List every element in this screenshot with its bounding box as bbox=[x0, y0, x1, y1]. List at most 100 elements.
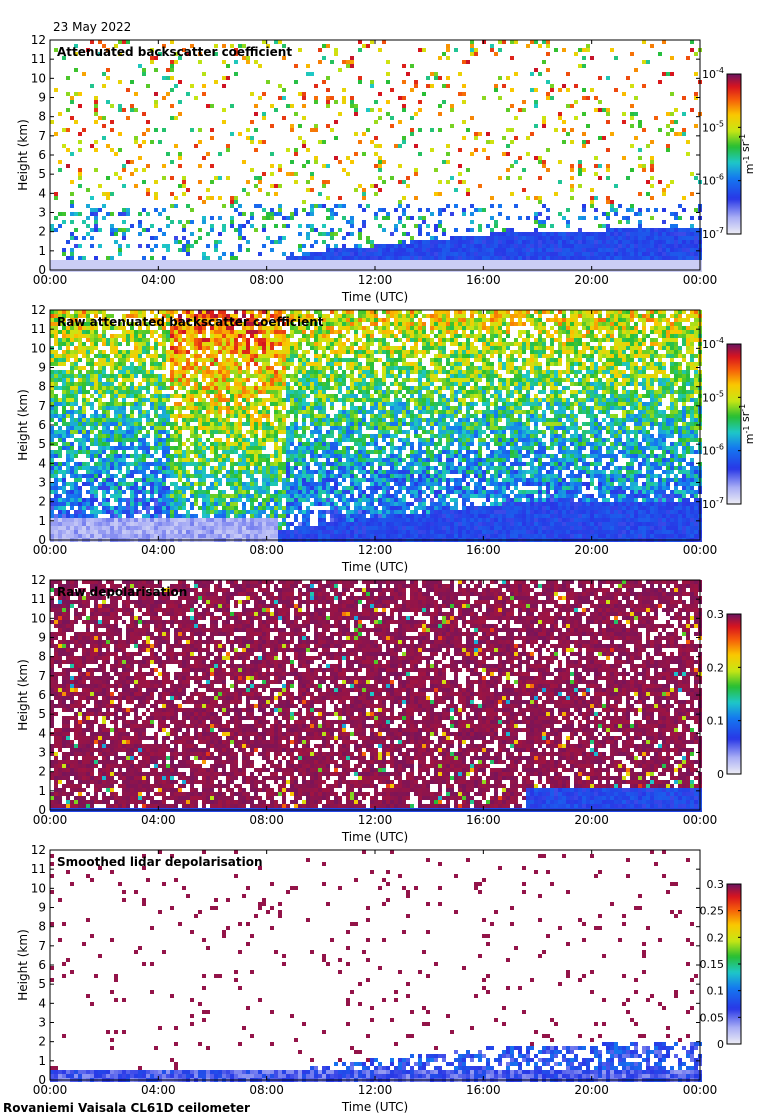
colorbar-swatch bbox=[727, 648, 741, 651]
colorbar-swatch bbox=[727, 368, 741, 371]
colorbar-swatch bbox=[727, 738, 741, 741]
y-axis-label: Height (km) bbox=[16, 659, 30, 730]
colorbar-frame bbox=[726, 613, 742, 775]
y-tick-label: 10 bbox=[31, 611, 46, 625]
colorbar-swatch bbox=[727, 896, 741, 899]
colorbar-swatch bbox=[727, 932, 741, 935]
colorbar-swatch bbox=[727, 752, 741, 755]
x-tick-label: 12:00 bbox=[358, 273, 393, 287]
colorbar-swatch bbox=[727, 118, 741, 121]
colorbar-swatch bbox=[727, 1038, 741, 1041]
x-tick-label: 08:00 bbox=[249, 543, 284, 557]
colorbar-swatch bbox=[727, 1040, 741, 1043]
y-tick-label: 4 bbox=[38, 456, 46, 470]
colorbar-swatch bbox=[727, 410, 741, 413]
x-tick-label: 00:00 bbox=[683, 813, 718, 827]
colorbar-swatch bbox=[727, 438, 741, 441]
colorbar-swatch bbox=[727, 452, 741, 455]
colorbar-swatch bbox=[727, 962, 741, 965]
colorbar-swatch bbox=[727, 408, 741, 411]
colorbar-swatch bbox=[727, 988, 741, 991]
colorbar-swatch bbox=[727, 492, 741, 495]
colorbar-swatch bbox=[727, 158, 741, 161]
colorbar-swatch bbox=[727, 208, 741, 211]
colorbar-swatch bbox=[727, 356, 741, 359]
colorbar-swatch bbox=[727, 386, 741, 389]
y-tick-label: 9 bbox=[38, 91, 46, 105]
colorbar-swatch bbox=[727, 942, 741, 945]
colorbar-swatch bbox=[727, 982, 741, 985]
colorbar-swatch bbox=[727, 110, 741, 113]
y-tick-label: 9 bbox=[38, 901, 46, 915]
colorbar-swatch bbox=[727, 352, 741, 355]
colorbar-swatch bbox=[727, 172, 741, 175]
colorbar-swatch bbox=[727, 1004, 741, 1007]
colorbar-swatch bbox=[727, 1028, 741, 1031]
colorbar-swatch bbox=[727, 720, 741, 723]
colorbar-swatch bbox=[727, 684, 741, 687]
colorbar-swatch bbox=[727, 456, 741, 459]
colorbar-swatch bbox=[727, 398, 741, 401]
colorbar-swatch bbox=[727, 1026, 741, 1029]
colorbar-swatch bbox=[727, 940, 741, 943]
panel-title: Raw attenuated backscatter coefficient bbox=[57, 315, 324, 329]
colorbar-swatch bbox=[727, 750, 741, 753]
colorbar-swatch bbox=[727, 96, 741, 99]
colorbar-swatch bbox=[727, 656, 741, 659]
panel-title: Raw depolarisation bbox=[57, 585, 187, 599]
x-tick-label: 04:00 bbox=[141, 543, 176, 557]
colorbar-swatch bbox=[727, 378, 741, 381]
colorbar-swatch bbox=[727, 680, 741, 683]
x-axis-label: Time (UTC) bbox=[341, 1100, 408, 1114]
colorbar-swatch bbox=[727, 758, 741, 761]
colorbar-swatch bbox=[727, 80, 741, 83]
y-tick-label: 7 bbox=[38, 669, 46, 683]
colorbar-swatch bbox=[727, 442, 741, 445]
x-tick-label: 04:00 bbox=[141, 273, 176, 287]
x-tick-label: 20:00 bbox=[574, 273, 609, 287]
colorbar-unit-label: m-1 sr-1 bbox=[738, 404, 756, 444]
colorbar-swatch bbox=[727, 744, 741, 747]
colorbar-swatch bbox=[727, 476, 741, 479]
colorbar-swatch bbox=[727, 194, 741, 197]
colorbar-swatch bbox=[727, 360, 741, 363]
colorbar-swatch bbox=[727, 948, 741, 951]
colorbar-swatch bbox=[727, 380, 741, 383]
x-tick-label: 20:00 bbox=[574, 1083, 609, 1097]
colorbar-swatch bbox=[727, 1020, 741, 1023]
y-tick-label: 0 bbox=[38, 263, 46, 277]
colorbar-swatch bbox=[727, 1036, 741, 1039]
x-axis-label: Time (UTC) bbox=[341, 560, 408, 574]
y-tick-label: 4 bbox=[38, 726, 46, 740]
colorbar-swatch bbox=[727, 670, 741, 673]
colorbar-swatch bbox=[727, 220, 741, 223]
colorbar-swatch bbox=[727, 1006, 741, 1009]
colorbar-swatch bbox=[727, 950, 741, 953]
y-tick-label: 5 bbox=[38, 707, 46, 721]
colorbar-swatch bbox=[727, 900, 741, 903]
colorbar-swatch bbox=[727, 996, 741, 999]
x-tick-label: 20:00 bbox=[574, 543, 609, 557]
colorbar-swatch bbox=[727, 402, 741, 405]
colorbar-swatch bbox=[727, 654, 741, 657]
colorbar-swatch bbox=[727, 624, 741, 627]
colorbar-swatch bbox=[727, 642, 741, 645]
y-tick-label: 4 bbox=[38, 996, 46, 1010]
colorbar-swatch bbox=[727, 994, 741, 997]
heatmap-field bbox=[50, 310, 702, 542]
colorbar-swatch bbox=[727, 164, 741, 167]
colorbar-swatch bbox=[727, 382, 741, 385]
colorbar-swatch bbox=[727, 436, 741, 439]
colorbar-swatch bbox=[727, 764, 741, 767]
colorbar-swatch bbox=[727, 1014, 741, 1017]
y-tick-label: 11 bbox=[31, 862, 46, 876]
colorbar-swatch bbox=[727, 366, 741, 369]
colorbar-tick-label: 0.1 bbox=[707, 715, 725, 728]
colorbar-swatch bbox=[727, 210, 741, 213]
colorbar-frame bbox=[726, 73, 742, 235]
colorbar-swatch bbox=[727, 454, 741, 457]
colorbar-swatch bbox=[727, 620, 741, 623]
colorbar-swatch bbox=[727, 124, 741, 127]
colorbar-tick-label: 10-5 bbox=[702, 389, 724, 404]
